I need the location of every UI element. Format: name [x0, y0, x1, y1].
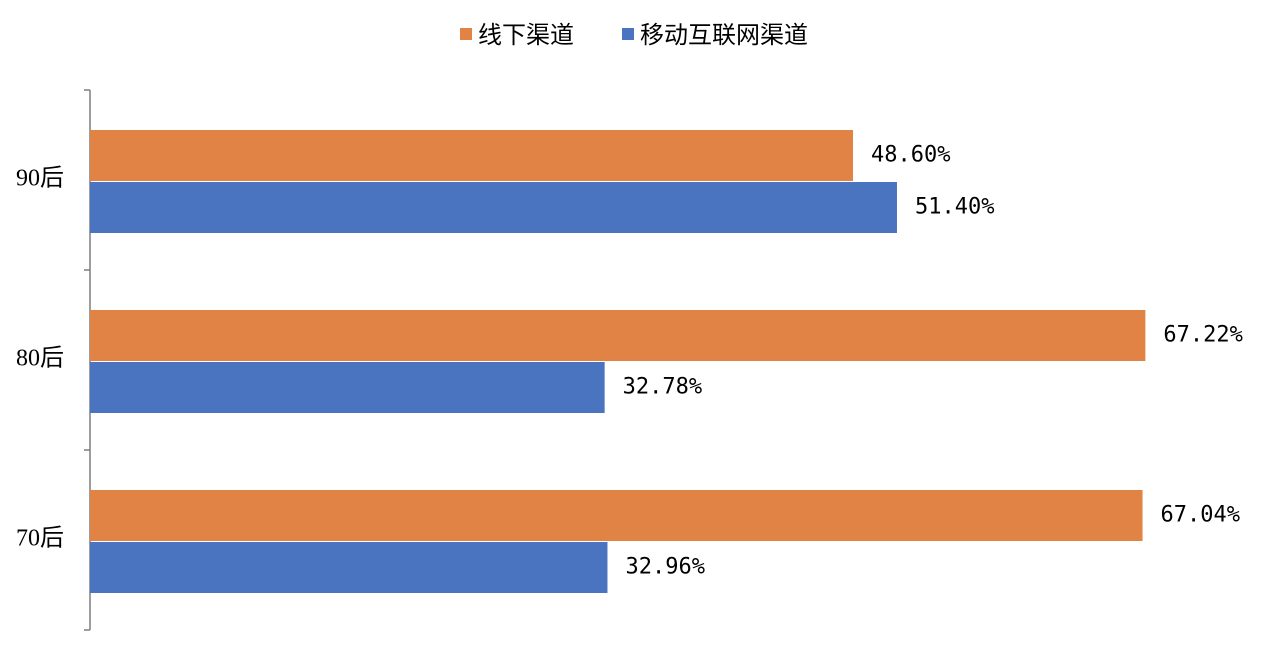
data-label: 67.22% — [1163, 323, 1242, 348]
legend-swatch-offline — [460, 28, 472, 40]
data-label: 51.40% — [915, 195, 994, 220]
bar — [90, 182, 897, 233]
bar — [90, 310, 1146, 361]
category-label: 70后 — [16, 525, 64, 552]
legend-swatch-mobile — [622, 28, 634, 40]
bar — [90, 362, 605, 413]
data-label: 32.96% — [625, 555, 704, 580]
y-axis — [84, 89, 91, 631]
category-tick-labels: 90后 80后 70后 — [16, 165, 64, 552]
bar — [90, 490, 1143, 541]
bar — [90, 542, 608, 593]
data-label: 67.04% — [1161, 503, 1240, 528]
legend: 线下渠道 移动互联网渠道 — [460, 21, 808, 49]
data-label: 48.60% — [871, 143, 950, 168]
legend-label-mobile: 移动互联网渠道 — [640, 21, 808, 49]
legend-label-offline: 线下渠道 — [478, 21, 574, 49]
data-labels: 48.60% 51.40% 67.22% 32.78% 67.04% 32.96% — [623, 143, 1243, 580]
bar — [90, 130, 854, 181]
data-label: 32.78% — [623, 375, 702, 400]
category-label: 80后 — [16, 345, 64, 372]
bars — [90, 130, 1146, 593]
category-label: 90后 — [16, 165, 64, 192]
